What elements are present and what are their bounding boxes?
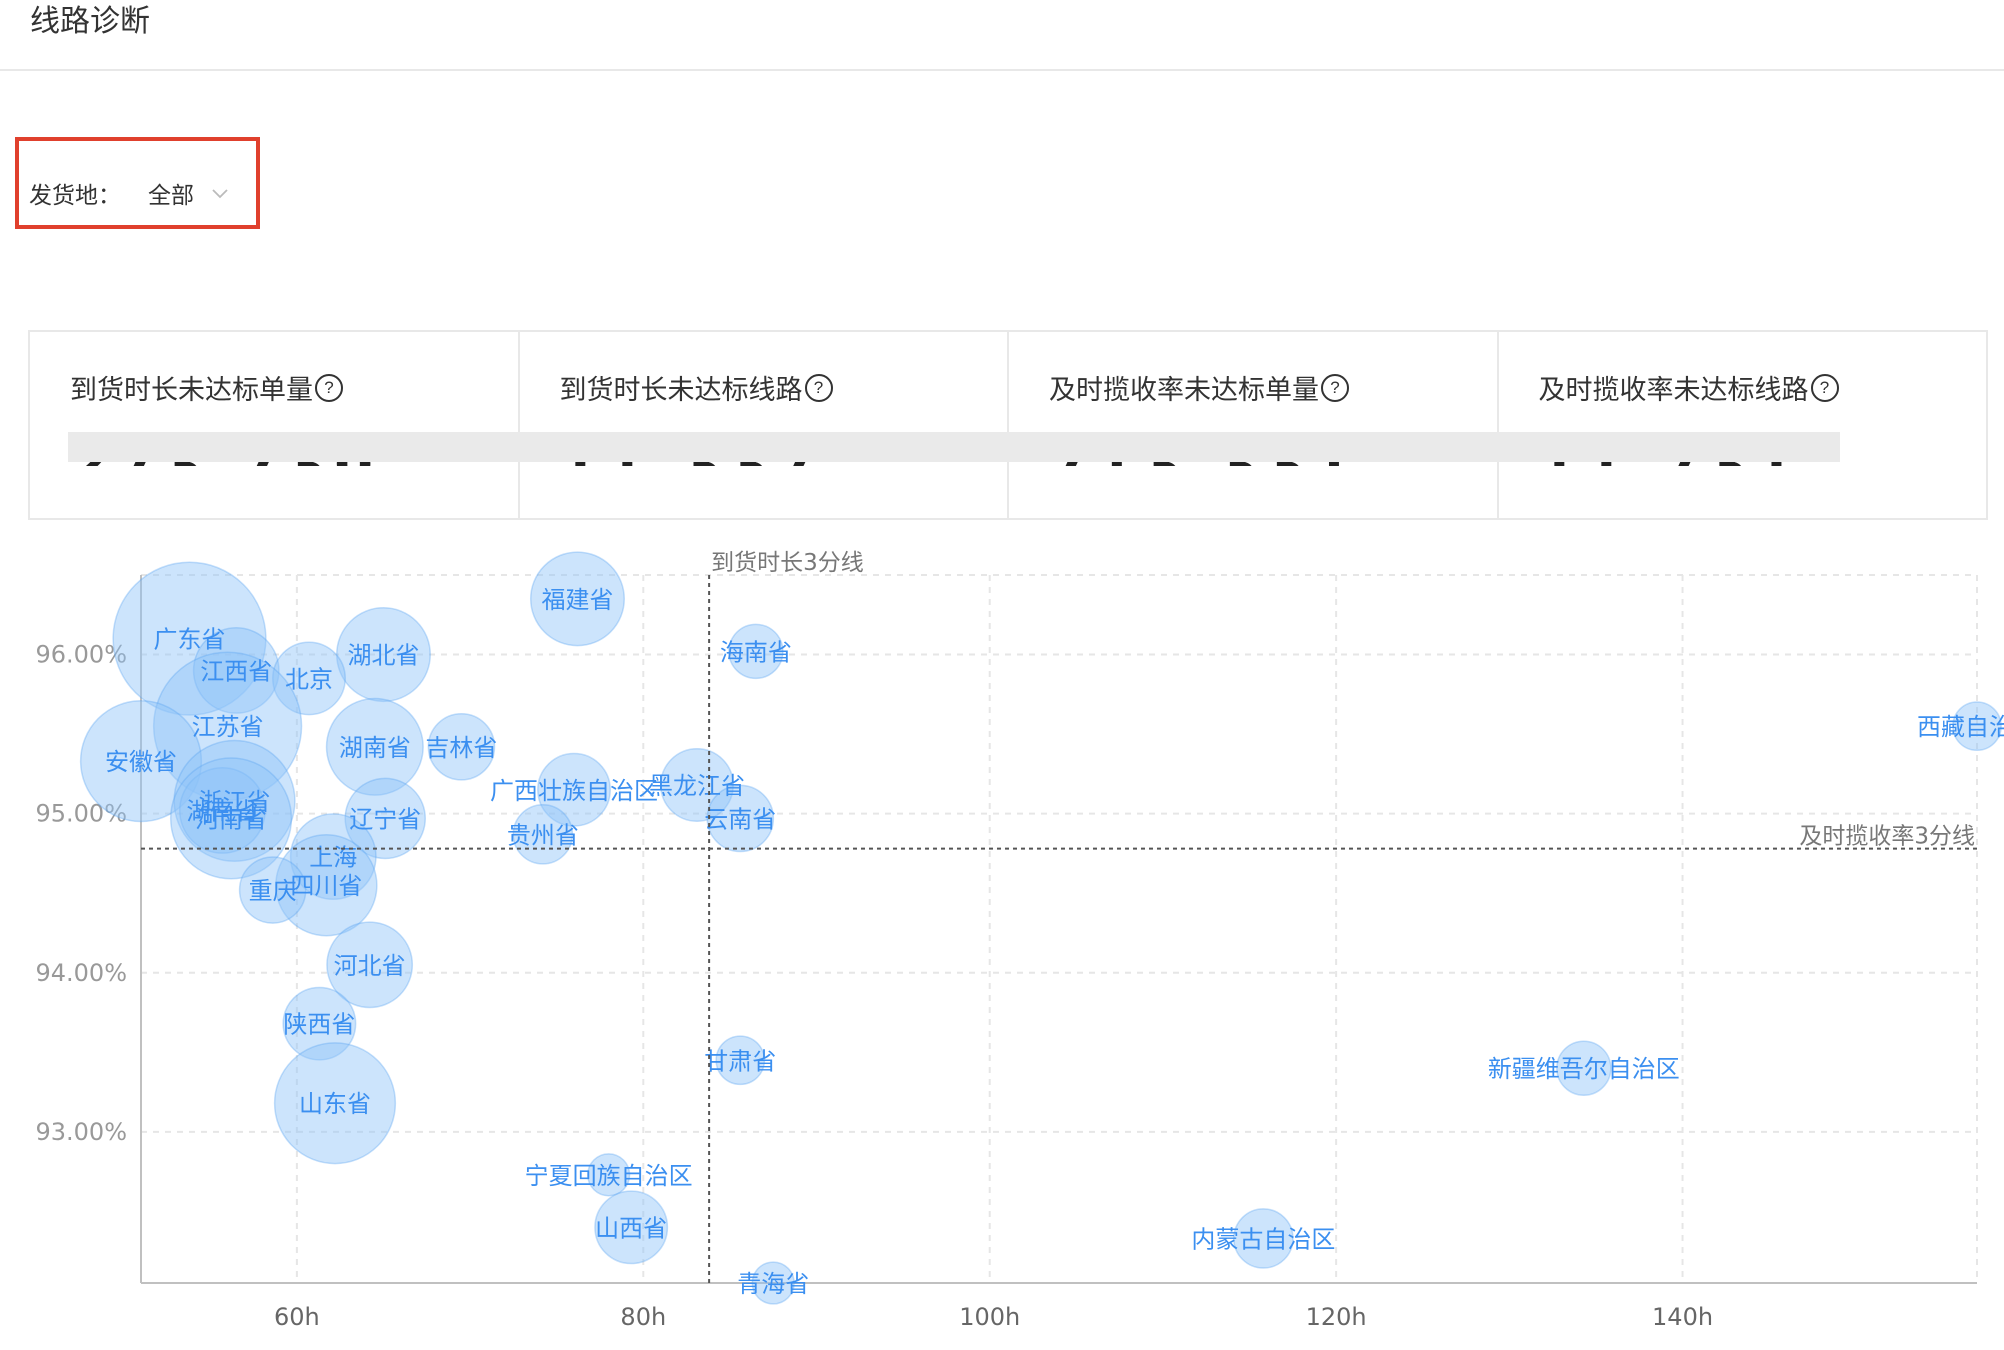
stat-label: 到货时长未达标单量 bbox=[70, 375, 313, 406]
bubble-label: 广西壮族自治区 bbox=[490, 777, 658, 805]
bubble-point bbox=[325, 697, 424, 796]
bubble-point bbox=[586, 1153, 631, 1197]
bubble-point bbox=[1233, 1208, 1294, 1269]
bubble-label: 新疆维吾尔自治区 bbox=[1488, 1055, 1680, 1083]
stats-panel: 到货时长未达标单量? 273,730 到货时长未达标线路? 11,337 及时揽… bbox=[28, 330, 1988, 520]
bubble-label: 西藏自治区 bbox=[1917, 713, 2004, 741]
bubble-label: 辽宁省 bbox=[349, 805, 421, 833]
bubble-label: 广东省 bbox=[153, 626, 225, 654]
bubble-label: 湖北省 bbox=[347, 642, 419, 670]
bubble-label: 江西省 bbox=[200, 657, 272, 685]
x-tick-label: 120h bbox=[1306, 1303, 1367, 1331]
stat-label: 及时揽收率未达标线路 bbox=[1538, 375, 1809, 406]
bubble-point bbox=[660, 748, 734, 822]
shipping-origin-select[interactable]: 全部 bbox=[148, 176, 230, 210]
stat-card-delivery-orders: 到货时长未达标单量? 273,730 bbox=[30, 332, 520, 518]
question-circle-icon[interactable]: ? bbox=[315, 373, 343, 402]
bubble-point bbox=[152, 651, 303, 801]
bubble-label: 甘肃省 bbox=[704, 1047, 776, 1075]
x-tick-label: 60h bbox=[274, 1303, 320, 1331]
bubble-label: 四川省 bbox=[290, 872, 362, 900]
bubble-point bbox=[706, 784, 775, 853]
stat-label: 及时揽收率未达标单量 bbox=[1049, 375, 1319, 406]
shipping-origin-label: 发货地： bbox=[29, 183, 121, 209]
chevron-down-icon bbox=[212, 189, 228, 199]
bubble-label: 安徽省 bbox=[105, 748, 177, 776]
bubble-point bbox=[275, 833, 378, 937]
bubble-point bbox=[1556, 1040, 1612, 1096]
bubble-label: 宁夏回族自治区 bbox=[525, 1162, 693, 1190]
y-tick-label: 96.00% bbox=[35, 641, 127, 669]
bubble-point bbox=[344, 777, 427, 860]
filter-highlight-box bbox=[15, 137, 260, 229]
bubble-label: 重庆 bbox=[249, 877, 297, 905]
stat-label: 到货时长未达标线路 bbox=[559, 375, 803, 406]
stat-card-pickup-routes: 及时揽收率未达标线路? 11,731 bbox=[1499, 332, 1987, 518]
bubble-label: 福建省 bbox=[541, 586, 613, 614]
bubble-point bbox=[273, 1042, 397, 1165]
bubble-label: 山西省 bbox=[595, 1214, 667, 1242]
bubble-label: 青海省 bbox=[737, 1270, 809, 1298]
ref-line-delivery-label: 到货时长3分线 bbox=[711, 550, 864, 576]
bubble-point bbox=[715, 1035, 766, 1086]
redaction-bar bbox=[68, 432, 1840, 462]
x-tick-label: 140h bbox=[1652, 1303, 1713, 1331]
question-circle-icon[interactable]: ? bbox=[1810, 373, 1839, 402]
bubble-label: 陕西省 bbox=[283, 1011, 355, 1039]
bubble-label: 黑龙江省 bbox=[649, 772, 745, 800]
bubble-label: 河北省 bbox=[334, 952, 406, 980]
bubble-point bbox=[173, 739, 296, 863]
bubble-label: 山东省 bbox=[299, 1090, 371, 1118]
bubble-label: 河南省 bbox=[195, 805, 267, 833]
bubble-point bbox=[537, 752, 611, 827]
bubble-label: 江苏省 bbox=[192, 713, 264, 741]
bubble-label: 贵州省 bbox=[507, 821, 579, 849]
bubble-point bbox=[192, 627, 280, 714]
bubble-label: 湖南省 bbox=[186, 797, 258, 825]
question-circle-icon[interactable]: ? bbox=[804, 373, 833, 402]
bubble-point bbox=[335, 607, 432, 703]
bubble-label: 北京 bbox=[285, 665, 333, 693]
bubble-label: 内蒙古自治区 bbox=[1191, 1225, 1335, 1253]
stat-card-pickup-orders: 及时揽收率未达标单量? 713,331 bbox=[1009, 332, 1499, 518]
bubble-point bbox=[272, 641, 346, 716]
bubble-label: 海南省 bbox=[720, 638, 792, 666]
bubble-point bbox=[238, 856, 307, 924]
bubble-point bbox=[326, 921, 414, 1009]
bubble-point bbox=[282, 986, 357, 1061]
page-title: 线路诊断 bbox=[30, 4, 150, 39]
question-circle-icon[interactable]: ? bbox=[1321, 373, 1349, 402]
x-tick-label: 80h bbox=[620, 1303, 666, 1331]
x-tick-label: 100h bbox=[959, 1303, 1020, 1331]
bubble-point bbox=[79, 700, 203, 823]
ref-line-pickup-label: 及时揽收率3分线 bbox=[1799, 824, 1975, 850]
bubble-point bbox=[1952, 701, 2002, 752]
bubble-point bbox=[112, 561, 267, 716]
bubble-point bbox=[289, 813, 377, 901]
bubble-point bbox=[594, 1190, 669, 1265]
stat-card-delivery-routes: 到货时长未达标线路? 11,337 bbox=[520, 332, 1009, 518]
bubble-point bbox=[178, 767, 266, 854]
bubble-point bbox=[751, 1261, 795, 1305]
bubble-label: 湖南省 bbox=[339, 734, 411, 762]
bubble-point bbox=[728, 623, 784, 680]
y-tick-label: 95.00% bbox=[35, 800, 127, 828]
bubble-label: 云南省 bbox=[704, 805, 776, 833]
title-divider bbox=[0, 69, 2004, 71]
bubble-point bbox=[529, 551, 625, 647]
bubble-point bbox=[427, 713, 496, 781]
bubble-chart: 60h 80h 100h 120h 140h 93.00% 94.00% 95.00% 96.0… bbox=[35, 550, 2004, 1331]
y-tick-label: 93.00% bbox=[35, 1118, 127, 1146]
shipping-origin-value: 全部 bbox=[148, 183, 194, 209]
bubble-label: 浙江省 bbox=[199, 788, 271, 816]
y-tick-label: 94.00% bbox=[35, 959, 127, 987]
bubble-label: 吉林省 bbox=[425, 734, 497, 762]
